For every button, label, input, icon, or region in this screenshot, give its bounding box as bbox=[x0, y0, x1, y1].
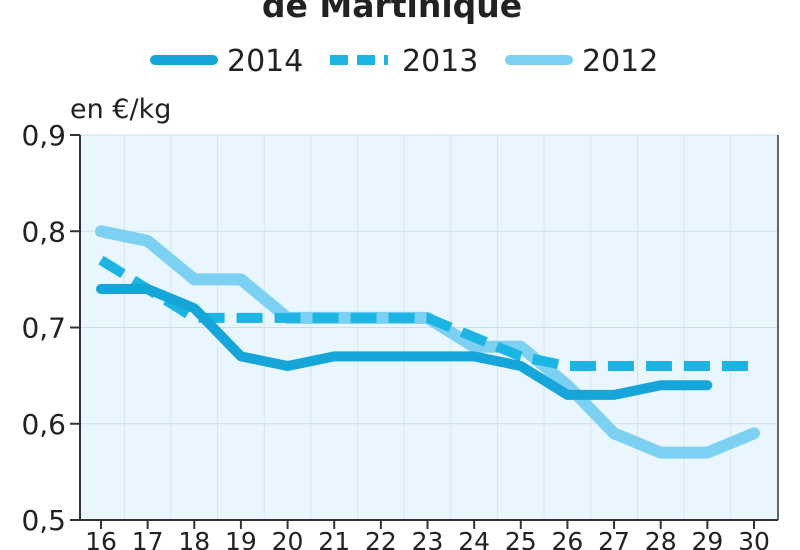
x-tick-label: 20 bbox=[272, 527, 304, 550]
legend: 2014 2013 2012 bbox=[150, 44, 658, 79]
x-tick-label: 18 bbox=[178, 527, 210, 550]
y-tick-label: 0,7 bbox=[21, 312, 66, 345]
x-tick-label: 30 bbox=[738, 527, 770, 550]
series-group bbox=[95, 225, 760, 459]
y-tick-label: 0,8 bbox=[21, 215, 66, 248]
x-tick-label: 21 bbox=[318, 527, 350, 550]
x-tick-label: 25 bbox=[505, 527, 537, 550]
x-tick-label: 19 bbox=[225, 527, 257, 550]
x-tick-label: 29 bbox=[691, 527, 723, 550]
x-tick-label: 26 bbox=[552, 527, 584, 550]
x-tick-label: 28 bbox=[645, 527, 677, 550]
y-axis-ticks: 0,5 0,6 0,7 0,8 0,9 bbox=[21, 119, 80, 537]
series-line-2014 bbox=[96, 284, 713, 400]
x-axis-ticks: 16 17 18 19 20 21 22 23 24 25 26 27 28 29 30 bbox=[85, 520, 770, 550]
grid-lines bbox=[80, 134, 778, 520]
x-tick-label: 27 bbox=[598, 527, 630, 550]
y-tick-label: 0,6 bbox=[21, 408, 66, 441]
legend-label-2014: 2014 bbox=[227, 44, 303, 79]
y-axis-unit-label: en €/kg bbox=[70, 94, 171, 125]
x-tick-label: 23 bbox=[412, 527, 444, 550]
legend-label-2012: 2012 bbox=[582, 44, 658, 79]
x-tick-label: 17 bbox=[132, 527, 164, 550]
x-tick-label: 22 bbox=[365, 527, 397, 550]
chart-title: de Martinique bbox=[262, 0, 522, 25]
y-tick-label: 0,9 bbox=[21, 119, 66, 152]
x-tick-label: 24 bbox=[458, 527, 490, 550]
x-tick-label: 16 bbox=[85, 527, 117, 550]
legend-label-2013: 2013 bbox=[402, 44, 478, 79]
y-tick-label: 0,5 bbox=[21, 504, 66, 537]
